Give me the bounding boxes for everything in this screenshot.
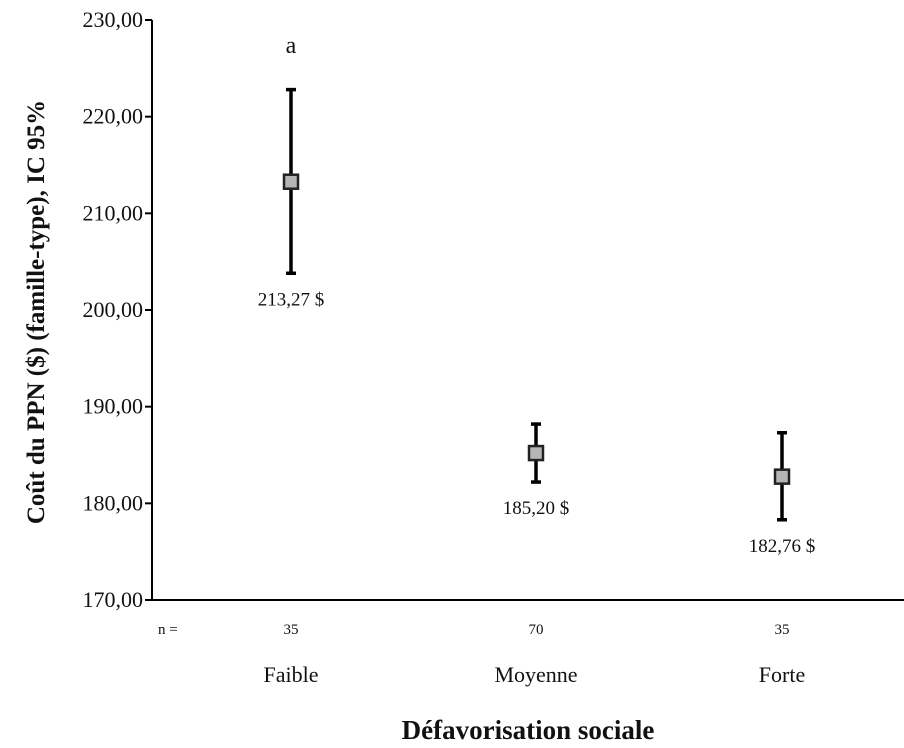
significance-annotation: a	[286, 33, 297, 59]
x-axis-label: Défavorisation sociale	[402, 715, 655, 745]
y-tick-label: 200,00	[83, 297, 144, 322]
y-tick-label: 170,00	[83, 587, 144, 612]
y-tick-label: 220,00	[83, 104, 144, 129]
n-value-label: 35	[284, 622, 299, 638]
category-label: Moyenne	[494, 662, 577, 687]
data-label: 182,76 $	[749, 536, 816, 557]
data-point	[282, 173, 300, 190]
chart-marks: 213,27 $ 185,20 $ 182,76 $ a	[258, 33, 816, 557]
category-label: Forte	[759, 662, 805, 687]
data-label: 185,20 $	[503, 498, 570, 519]
n-value-label: 70	[529, 622, 544, 638]
data-point	[527, 444, 545, 462]
data-label: 213,27 $	[258, 289, 325, 310]
y-tick-label: 190,00	[83, 394, 144, 419]
category-label: Faible	[264, 662, 319, 687]
y-tick-label: 230,00	[83, 7, 144, 32]
y-axis-label: Coût du PPN ($) (famille-type), IC 95%	[23, 100, 50, 524]
data-point	[773, 468, 791, 485]
y-tick-label: 180,00	[83, 490, 144, 515]
y-tick-label: 210,00	[83, 200, 144, 225]
x-axis-categories: 35 Faible 70 Moyenne 35 Forte	[264, 622, 806, 687]
n-prefix-label: n =	[158, 622, 178, 638]
y-axis-ticks: 170,00 180,00 190,00 200,00 210,00 220,00 230,…	[83, 7, 152, 612]
n-value-label: 35	[775, 622, 790, 638]
